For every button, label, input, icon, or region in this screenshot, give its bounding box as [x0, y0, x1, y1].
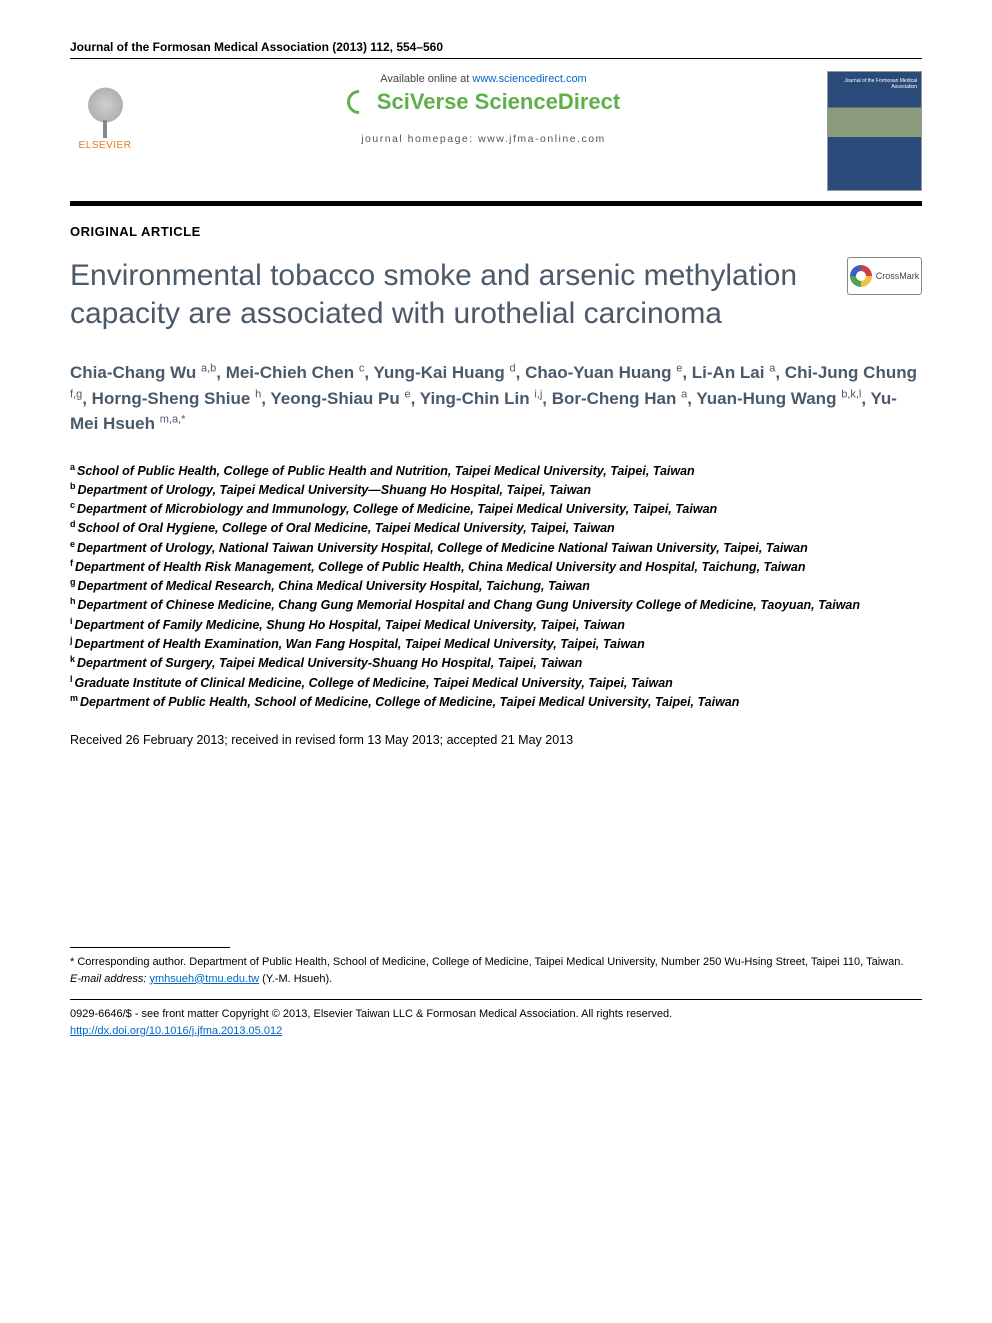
journal-citation-header: Journal of the Formosan Medical Associat…	[70, 40, 922, 54]
footnote-divider	[70, 947, 230, 948]
elsevier-wordmark: ELSEVIER	[79, 140, 132, 151]
doi-link[interactable]: http://dx.doi.org/10.1016/j.jfma.2013.05…	[70, 1025, 282, 1037]
email-label: E-mail address:	[70, 973, 146, 985]
affiliation-item: kDepartment of Surgery, Taipei Medical U…	[70, 653, 922, 672]
corresponding-author-footnote: * Corresponding author. Department of Pu…	[70, 954, 922, 987]
corresponding-email-link[interactable]: ymhsueh@tmu.edu.tw	[149, 973, 259, 985]
affiliation-item: jDepartment of Health Examination, Wan F…	[70, 634, 922, 653]
copyright-block: 0929-6646/$ - see front matter Copyright…	[70, 1006, 922, 1039]
authors-list: Chia-Chang Wu a,b, Mei-Chieh Chen c, Yun…	[70, 360, 922, 437]
affiliation-item: aSchool of Public Health, College of Pub…	[70, 461, 922, 480]
publisher-banner: ELSEVIER Available online at www.science…	[70, 71, 922, 191]
affiliation-item: lGraduate Institute of Clinical Medicine…	[70, 673, 922, 692]
bottom-divider	[70, 999, 922, 1000]
available-online-text: Available online at www.sciencedirect.co…	[160, 73, 807, 85]
affiliation-item: cDepartment of Microbiology and Immunolo…	[70, 499, 922, 518]
affiliation-item: iDepartment of Family Medicine, Shung Ho…	[70, 615, 922, 634]
elsevier-tree-icon	[78, 83, 133, 138]
affiliation-item: dSchool of Oral Hygiene, College of Oral…	[70, 518, 922, 537]
affiliations-list: aSchool of Public Health, College of Pub…	[70, 461, 922, 712]
affiliation-item: hDepartment of Chinese Medicine, Chang G…	[70, 595, 922, 614]
journal-homepage-text: journal homepage: www.jfma-online.com	[160, 133, 807, 145]
sciencedirect-swirl-icon	[342, 85, 376, 119]
affiliation-item: eDepartment of Urology, National Taiwan …	[70, 538, 922, 557]
sciencedirect-url-link[interactable]: www.sciencedirect.com	[472, 73, 586, 85]
homepage-prefix: journal homepage:	[361, 133, 478, 145]
sciencedirect-brand-text: SciVerse ScienceDirect	[377, 89, 620, 115]
affiliation-item: mDepartment of Public Health, School of …	[70, 692, 922, 711]
journal-cover-thumbnail[interactable]: Journal of the Formosan Medical Associat…	[827, 71, 922, 191]
crossmark-badge[interactable]: CrossMark	[847, 257, 922, 295]
crossmark-icon	[850, 265, 872, 287]
thick-section-divider	[70, 201, 922, 206]
article-type-label: ORIGINAL ARTICLE	[70, 224, 922, 239]
sciencedirect-block: Available online at www.sciencedirect.co…	[160, 71, 807, 145]
homepage-url: www.jfma-online.com	[478, 133, 606, 145]
affiliation-item: fDepartment of Health Risk Management, C…	[70, 557, 922, 576]
available-prefix: Available online at	[380, 73, 472, 85]
sciencedirect-logo[interactable]: SciVerse ScienceDirect	[160, 89, 807, 115]
header-divider	[70, 58, 922, 59]
title-row: Environmental tobacco smoke and arsenic …	[70, 257, 922, 360]
article-title: Environmental tobacco smoke and arsenic …	[70, 257, 827, 332]
affiliation-item: bDepartment of Urology, Taipei Medical U…	[70, 480, 922, 499]
corresponding-text: * Corresponding author. Department of Pu…	[70, 954, 922, 971]
affiliation-item: gDepartment of Medical Research, China M…	[70, 576, 922, 595]
email-suffix: (Y.-M. Hsueh).	[259, 973, 332, 985]
crossmark-label: CrossMark	[876, 271, 920, 281]
cover-title-text: Journal of the Formosan Medical Associat…	[828, 78, 917, 90]
article-dates: Received 26 February 2013; received in r…	[70, 733, 922, 747]
elsevier-logo[interactable]: ELSEVIER	[70, 71, 140, 151]
issn-copyright-line: 0929-6646/$ - see front matter Copyright…	[70, 1006, 922, 1023]
